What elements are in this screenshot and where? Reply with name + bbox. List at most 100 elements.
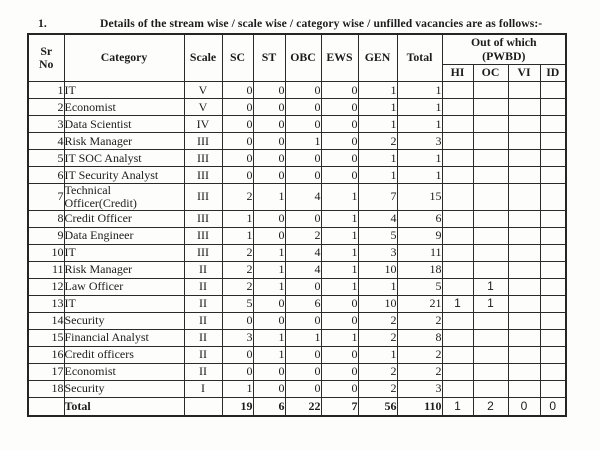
cell-vi [507,379,541,398]
cell-ews: 0 [320,362,359,381]
cell-oc [472,115,509,133]
cell-ews: 1 [320,260,359,279]
cell-scale: III [183,132,223,150]
cell-ews: 0 [320,132,359,150]
cell-category: IT [63,81,185,99]
cell-gen: 2 [357,379,398,398]
cell-scale: II [183,294,223,313]
cell-vi [507,362,541,381]
cell-oc: 1 [472,277,509,296]
cell-total: 18 [396,260,443,279]
cell-st: 0 [252,166,286,184]
cell-hi [441,311,474,330]
cell-id [539,98,567,116]
cell-hi [441,328,474,347]
cell-sc: 1 [221,226,254,245]
cell-id: 0 [539,396,567,417]
cell-scale: III [183,149,223,167]
cell-category: Security [63,311,185,330]
cell-scale: III [183,243,223,262]
cell-total: 21 [396,294,443,313]
cell-total: 1 [396,115,443,133]
cell-category: IT Security Analyst [63,166,185,184]
cell-oc [472,328,509,347]
cell-vi [507,98,541,116]
table-row: 7 Technical Officer(Credit) III 2 1 4 1 7 15 [27,183,567,211]
cell-st: 1 [252,183,286,211]
cell-scale: III [183,226,223,245]
cell-sr: 6 [27,166,65,184]
cell-scale [183,396,223,417]
cell-vi [507,311,541,330]
cell-gen: 1 [357,345,398,364]
cell-id [539,166,567,184]
cell-hi: 1 [441,396,474,417]
cell-ews: 0 [320,294,359,313]
cell-gen: 56 [357,396,398,417]
cell-id [539,132,567,150]
section-number: 1. [38,17,47,30]
cell-vi: 0 [507,396,541,417]
cell-total: 1 [396,98,443,116]
table-row: 13 IT II 5 0 6 0 10 21 1 1 [27,294,567,313]
table-row: 2 Economist V 0 0 0 0 1 1 [27,98,567,116]
header-st: ST [252,33,286,82]
cell-total: 1 [396,81,443,99]
cell-vi [507,81,541,99]
cell-hi [441,166,474,184]
cell-vi [507,115,541,133]
cell-oc [472,379,509,398]
cell-scale: I [183,379,223,398]
cell-sr: 9 [27,226,65,245]
cell-vi [507,183,541,211]
cell-hi [441,226,474,245]
cell-obc: 4 [284,260,322,279]
cell-sr: 11 [27,260,65,279]
table-row: 1 IT V 0 0 0 0 1 1 [27,81,567,99]
cell-vi [507,328,541,347]
table-row: 10 IT III 2 1 4 1 3 11 [27,243,567,262]
cell-id [539,294,567,313]
cell-gen: 1 [357,81,398,99]
cell-oc [472,226,509,245]
cell-hi [441,115,474,133]
cell-oc [472,260,509,279]
header-scale: Scale [183,33,223,82]
table-row: 9 Data Engineer III 1 0 2 1 5 9 [27,226,567,245]
cell-scale: III [183,183,223,211]
cell-sc: 0 [221,362,254,381]
cell-hi [441,132,474,150]
cell-vi [507,243,541,262]
cell-category: Data Scientist [63,115,185,133]
header-hi: HI [441,64,474,82]
cell-sr: 12 [27,277,65,296]
cell-id [539,379,567,398]
cell-category: Technical Officer(Credit) [63,183,185,211]
cell-ews: 0 [320,115,359,133]
cell-scale: V [183,98,223,116]
cell-sr: 3 [27,115,65,133]
cell-vi [507,166,541,184]
cell-st: 6 [252,396,286,417]
cell-total: 6 [396,209,443,228]
cell-gen: 1 [357,98,398,116]
vacancy-table-body: 1 IT V 0 0 0 0 1 1 2 Economist V 0 0 0 0 1 1 3 Data Scienti… [27,81,567,417]
cell-oc [472,362,509,381]
cell-scale: II [183,345,223,364]
cell-sc: 0 [221,115,254,133]
cell-st: 0 [252,209,286,228]
cell-sc: 0 [221,345,254,364]
cell-sr: 5 [27,149,65,167]
cell-obc: 0 [284,362,322,381]
cell-gen: 1 [357,277,398,296]
cell-id [539,183,567,211]
cell-vi [507,345,541,364]
cell-total: 3 [396,379,443,398]
cell-ews: 1 [320,226,359,245]
cell-oc [472,209,509,228]
cell-sc: 0 [221,166,254,184]
cell-gen: 10 [357,294,398,313]
cell-obc: 0 [284,166,322,184]
cell-category: Data Engineer [63,226,185,245]
